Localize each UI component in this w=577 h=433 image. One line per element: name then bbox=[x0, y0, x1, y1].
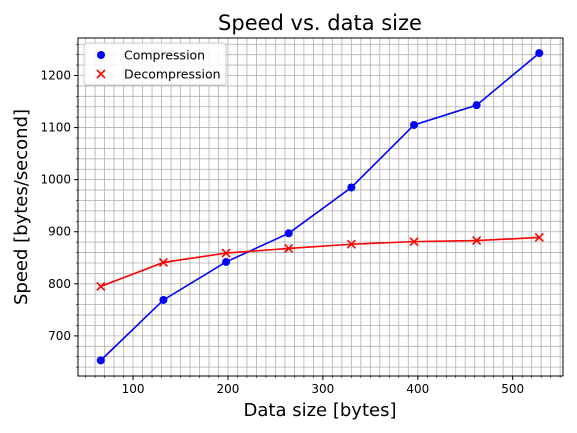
compression-point bbox=[222, 257, 231, 266]
decompression-point bbox=[534, 232, 544, 243]
compression-point bbox=[96, 356, 105, 365]
decompression-point-stroke bbox=[96, 281, 106, 291]
compression-point bbox=[409, 120, 418, 129]
decompression-point-stroke bbox=[158, 257, 168, 268]
compression-line bbox=[100, 52, 540, 361]
data-series bbox=[96, 49, 544, 365]
compression-point bbox=[472, 101, 481, 110]
y-tick-label: 700 bbox=[48, 329, 71, 343]
decompression-line bbox=[100, 236, 540, 288]
y-tick-label: 1100 bbox=[40, 121, 71, 135]
chart-title: Speed vs. data size bbox=[218, 11, 422, 35]
decompression-point bbox=[409, 237, 419, 247]
decompression-point-stroke bbox=[472, 236, 482, 246]
decompression-point bbox=[284, 243, 294, 253]
decompression-point bbox=[346, 239, 356, 249]
decompression-point bbox=[158, 257, 168, 268]
compression-point bbox=[284, 229, 293, 238]
decompression-point bbox=[221, 248, 231, 258]
decompression-point-stroke bbox=[346, 239, 356, 249]
x-tick-label: 400 bbox=[406, 382, 429, 396]
decompression-point-stroke bbox=[534, 232, 544, 243]
plot-area bbox=[78, 38, 563, 376]
compression-point bbox=[535, 49, 544, 58]
legend-box bbox=[83, 42, 227, 86]
x-axis-label: Data size [bytes] bbox=[244, 400, 397, 421]
legend-label-compression: Compression bbox=[124, 48, 205, 63]
decompression-point-stroke bbox=[221, 248, 231, 258]
compression-point bbox=[159, 295, 168, 304]
y-tick-label: 1000 bbox=[40, 173, 71, 187]
y-tick-label: 900 bbox=[48, 225, 71, 239]
legend: Compression Decompression bbox=[83, 42, 227, 86]
x-tick-label: 300 bbox=[311, 382, 334, 396]
plot-border bbox=[77, 37, 564, 377]
compression-point bbox=[347, 183, 356, 192]
x-tick-label: 100 bbox=[122, 382, 145, 396]
legend-marker-decompression bbox=[96, 69, 106, 79]
x-tick-label: 200 bbox=[217, 382, 240, 396]
y-tick-label: 1200 bbox=[40, 68, 71, 82]
legend-label-decompression: Decompression bbox=[124, 67, 221, 82]
decompression-point bbox=[96, 281, 106, 291]
legend-marker-stroke bbox=[96, 69, 106, 79]
decompression-point bbox=[472, 236, 482, 246]
decompression-point-stroke bbox=[284, 243, 294, 253]
x-tick-label: 500 bbox=[501, 382, 524, 396]
y-axis-label: Speed [bytes/second] bbox=[11, 109, 32, 305]
legend-marker-compression bbox=[97, 51, 105, 59]
decompression-point-stroke bbox=[409, 237, 419, 247]
y-tick-label: 800 bbox=[48, 277, 71, 291]
